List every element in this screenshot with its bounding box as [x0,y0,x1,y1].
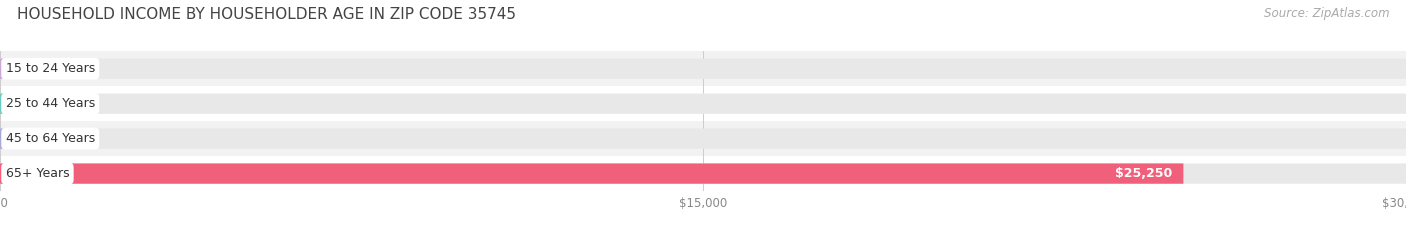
FancyBboxPatch shape [0,59,1406,79]
Text: $0: $0 [75,62,90,75]
FancyBboxPatch shape [0,93,63,114]
Text: 25 to 44 Years: 25 to 44 Years [6,97,94,110]
FancyBboxPatch shape [0,164,1406,184]
FancyBboxPatch shape [0,129,1406,149]
FancyBboxPatch shape [0,121,1406,156]
FancyBboxPatch shape [0,51,1406,86]
FancyBboxPatch shape [0,156,1406,191]
Text: Source: ZipAtlas.com: Source: ZipAtlas.com [1264,7,1389,20]
FancyBboxPatch shape [0,164,1184,184]
Text: $0: $0 [75,132,90,145]
FancyBboxPatch shape [0,93,1406,114]
FancyBboxPatch shape [0,86,1406,121]
Text: HOUSEHOLD INCOME BY HOUSEHOLDER AGE IN ZIP CODE 35745: HOUSEHOLD INCOME BY HOUSEHOLDER AGE IN Z… [17,7,516,22]
FancyBboxPatch shape [0,59,63,79]
Text: 15 to 24 Years: 15 to 24 Years [6,62,94,75]
FancyBboxPatch shape [0,129,63,149]
Text: $25,250: $25,250 [1115,167,1173,180]
Text: 45 to 64 Years: 45 to 64 Years [6,132,94,145]
Text: 65+ Years: 65+ Years [6,167,69,180]
Text: $0: $0 [75,97,90,110]
